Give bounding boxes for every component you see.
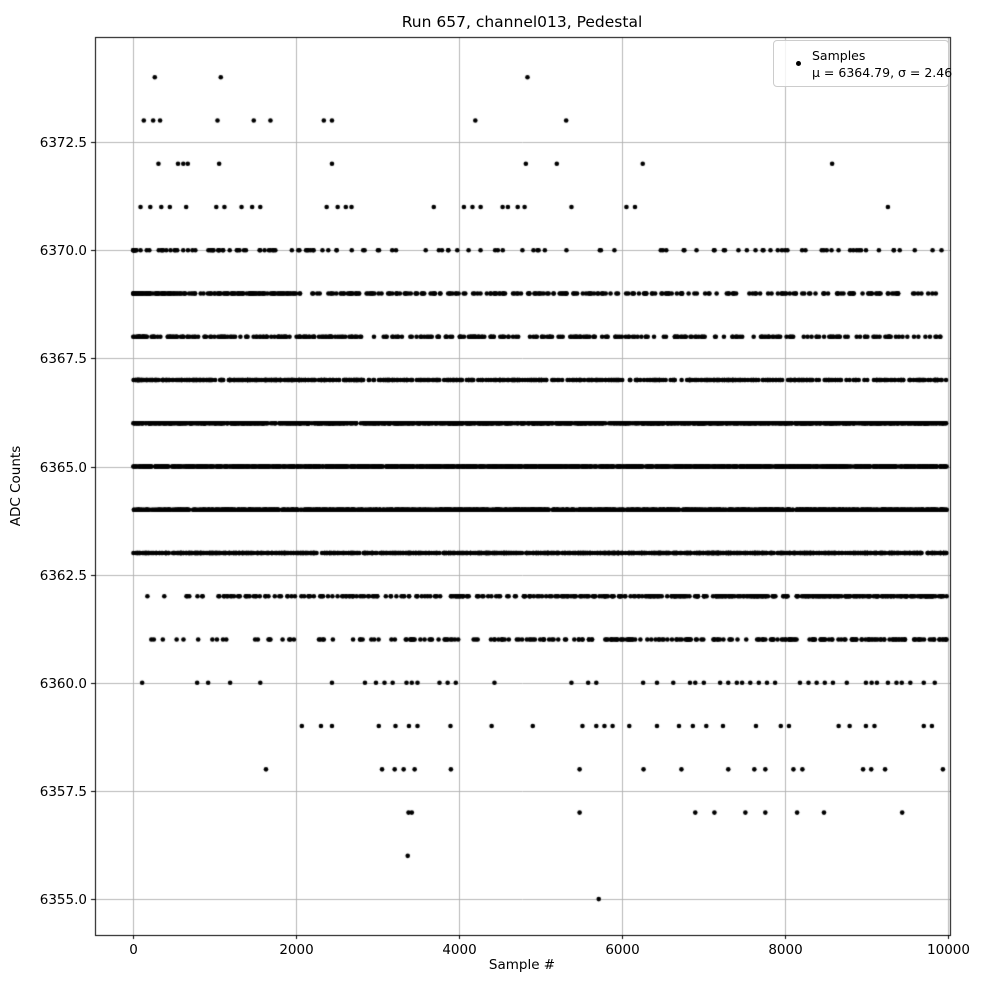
- y-tick-label: 6365.0: [39, 459, 87, 476]
- legend-text: Samples μ = 6364.79, σ = 2.46: [812, 47, 952, 81]
- y-tick-label: 6355.0: [39, 891, 87, 908]
- y-tick-label: 6362.5: [39, 567, 87, 584]
- x-tick-label: 2000: [279, 942, 314, 958]
- x-axis-label: Sample #: [488, 957, 556, 973]
- y-axis-label: ADC Counts: [8, 445, 24, 527]
- y-tick-label: 6357.5: [39, 783, 87, 800]
- legend-marker-column: [784, 61, 812, 66]
- x-tick-label: 4000: [442, 942, 477, 958]
- x-tick-label: 6000: [605, 942, 640, 958]
- legend: Samples μ = 6364.79, σ = 2.46: [773, 40, 952, 87]
- y-tick-label: 6370.0: [39, 242, 87, 259]
- legend-stats-label: μ = 6364.79, σ = 2.46: [812, 64, 953, 80]
- legend-series-label: Samples: [812, 47, 866, 63]
- chart-title: Run 657, channel013, Pedestal: [401, 13, 643, 31]
- x-tick-label: 10000: [927, 942, 970, 958]
- y-tick-label: 6367.5: [39, 350, 87, 367]
- x-tick-label: 8000: [768, 942, 803, 958]
- x-tick-label: 0: [129, 942, 138, 958]
- y-tick-label: 6360.0: [39, 675, 87, 692]
- y-tick-label: 6372.5: [39, 134, 87, 151]
- legend-sample-marker-icon: [795, 61, 801, 66]
